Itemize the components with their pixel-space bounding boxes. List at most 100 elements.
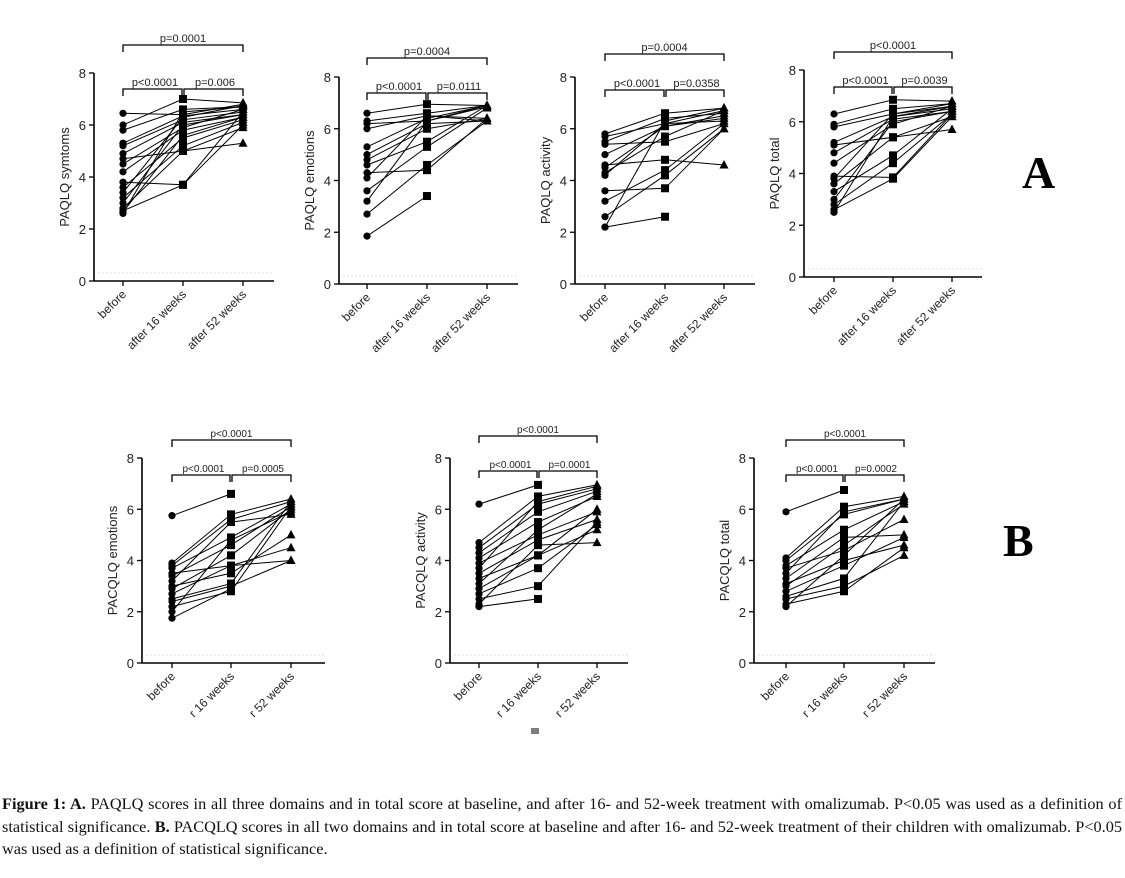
y-axis-label: PAQLQ emotions <box>302 130 317 231</box>
marker-16-weeks <box>661 212 669 221</box>
marker-52-weeks <box>592 504 602 513</box>
y-tick-label: 6 <box>789 115 796 130</box>
p-value-overall: p<0.0001 <box>870 40 916 52</box>
marker-before <box>782 603 790 611</box>
marker-16-weeks <box>534 551 542 560</box>
x-tick-label: after 16 weeks <box>834 283 899 348</box>
marker-before <box>475 585 483 593</box>
p-value-overall: p<0.0001 <box>211 429 253 440</box>
y-tick-label: 6 <box>79 118 86 133</box>
bracket-overall <box>478 435 598 443</box>
marker-16-weeks <box>179 141 187 150</box>
marker-before <box>363 151 371 159</box>
marker-before <box>830 141 838 149</box>
y-tick-label: 4 <box>79 170 86 185</box>
marker-before <box>782 582 790 590</box>
marker-16-weeks <box>534 492 542 501</box>
marker-before <box>830 208 838 216</box>
marker-before <box>475 538 483 547</box>
panel-letter-a: A <box>1022 147 1056 198</box>
marker-before <box>363 119 371 128</box>
marker-16-weeks <box>179 126 187 135</box>
y-axis-label: PAQLQ total <box>767 137 782 209</box>
marker-before <box>601 163 609 172</box>
marker-before <box>168 585 176 593</box>
y-tick-label: 2 <box>739 605 746 620</box>
marker-16-weeks <box>534 507 542 516</box>
marker-16-weeks <box>423 100 431 109</box>
marker-16-weeks <box>840 486 848 495</box>
marker-16-weeks <box>661 171 669 180</box>
y-tick-label: 2 <box>560 225 567 240</box>
marker-before <box>168 564 176 572</box>
bracket-first <box>478 470 538 478</box>
x-tick-label: r 52 weeks <box>552 669 603 720</box>
marker-16-weeks <box>534 582 542 591</box>
y-tick-label: 8 <box>739 451 746 466</box>
marker-before <box>782 595 790 603</box>
x-tick-label: after 52 weeks <box>428 290 493 355</box>
marker-before <box>363 232 371 240</box>
marker-52-weeks <box>286 542 296 552</box>
marker-16-weeks <box>840 546 848 555</box>
marker-16-weeks <box>179 147 187 155</box>
marker-before <box>475 559 483 567</box>
marker-52-weeks <box>286 506 296 516</box>
marker-16-weeks <box>423 160 431 169</box>
marker-52-weeks <box>238 112 248 121</box>
y-tick-label: 8 <box>435 451 442 466</box>
chart-b3: 0 2 4 6 8 PACQLQ total before r 16 weeks r 52 we… <box>717 429 935 720</box>
y-tick-label: 0 <box>79 274 86 289</box>
marker-before <box>168 590 176 598</box>
p-value-overall: p<0.0001 <box>517 425 559 436</box>
marker-before <box>119 160 127 168</box>
marker-before <box>475 500 483 508</box>
marker-16-weeks <box>840 507 848 516</box>
marker-16-weeks <box>179 131 187 140</box>
marker-16-weeks <box>227 561 235 570</box>
marker-52-weeks <box>286 529 296 539</box>
p-value-overall: p=0.0004 <box>641 42 687 54</box>
y-tick-label: 4 <box>560 174 567 189</box>
p-value-first: p<0.0001 <box>132 77 178 89</box>
p-value-second: p=0.0001 <box>549 460 591 471</box>
marker-before <box>782 556 790 565</box>
y-tick-label: 4 <box>739 554 746 569</box>
marker-16-weeks <box>179 108 187 116</box>
y-tick-label: 2 <box>789 218 796 233</box>
marker-before <box>168 597 176 606</box>
marker-52-weeks <box>238 107 248 116</box>
marker-16-weeks <box>661 137 669 146</box>
marker-before <box>363 210 371 218</box>
p-value-second: p=0.0358 <box>673 78 719 90</box>
p-value-second: p=0.0002 <box>855 464 897 475</box>
marker-52-weeks <box>899 532 909 541</box>
marker-before <box>475 554 483 562</box>
marker-before <box>119 150 127 158</box>
marker-16-weeks <box>889 133 897 142</box>
marker-16-weeks <box>179 121 187 129</box>
marker-before <box>363 125 371 133</box>
marker-before <box>475 595 483 603</box>
y-axis-label: PACQLQ emotions <box>105 505 120 615</box>
x-tick-label: r 16 weeks <box>186 669 237 720</box>
marker-before <box>782 564 790 572</box>
marker-16-weeks <box>534 541 542 550</box>
marker-16-weeks <box>889 104 897 113</box>
bracket-second <box>665 89 725 97</box>
marker-16-weeks <box>534 480 542 489</box>
marker-52-weeks <box>719 123 729 133</box>
marker-16-weeks <box>840 525 848 534</box>
marker-16-weeks <box>227 536 235 544</box>
marker-before <box>475 579 483 588</box>
series-line <box>478 598 539 608</box>
marker-52-weeks <box>947 124 957 134</box>
marker-52-weeks <box>719 103 729 112</box>
caption-prefix: Figure 1: A. <box>2 794 86 813</box>
marker-before <box>830 159 838 167</box>
marker-16-weeks <box>423 166 431 175</box>
bracket-first <box>833 86 893 94</box>
caption-b-label: B. <box>154 816 170 836</box>
marker-before <box>119 126 127 134</box>
series-line <box>171 493 232 517</box>
